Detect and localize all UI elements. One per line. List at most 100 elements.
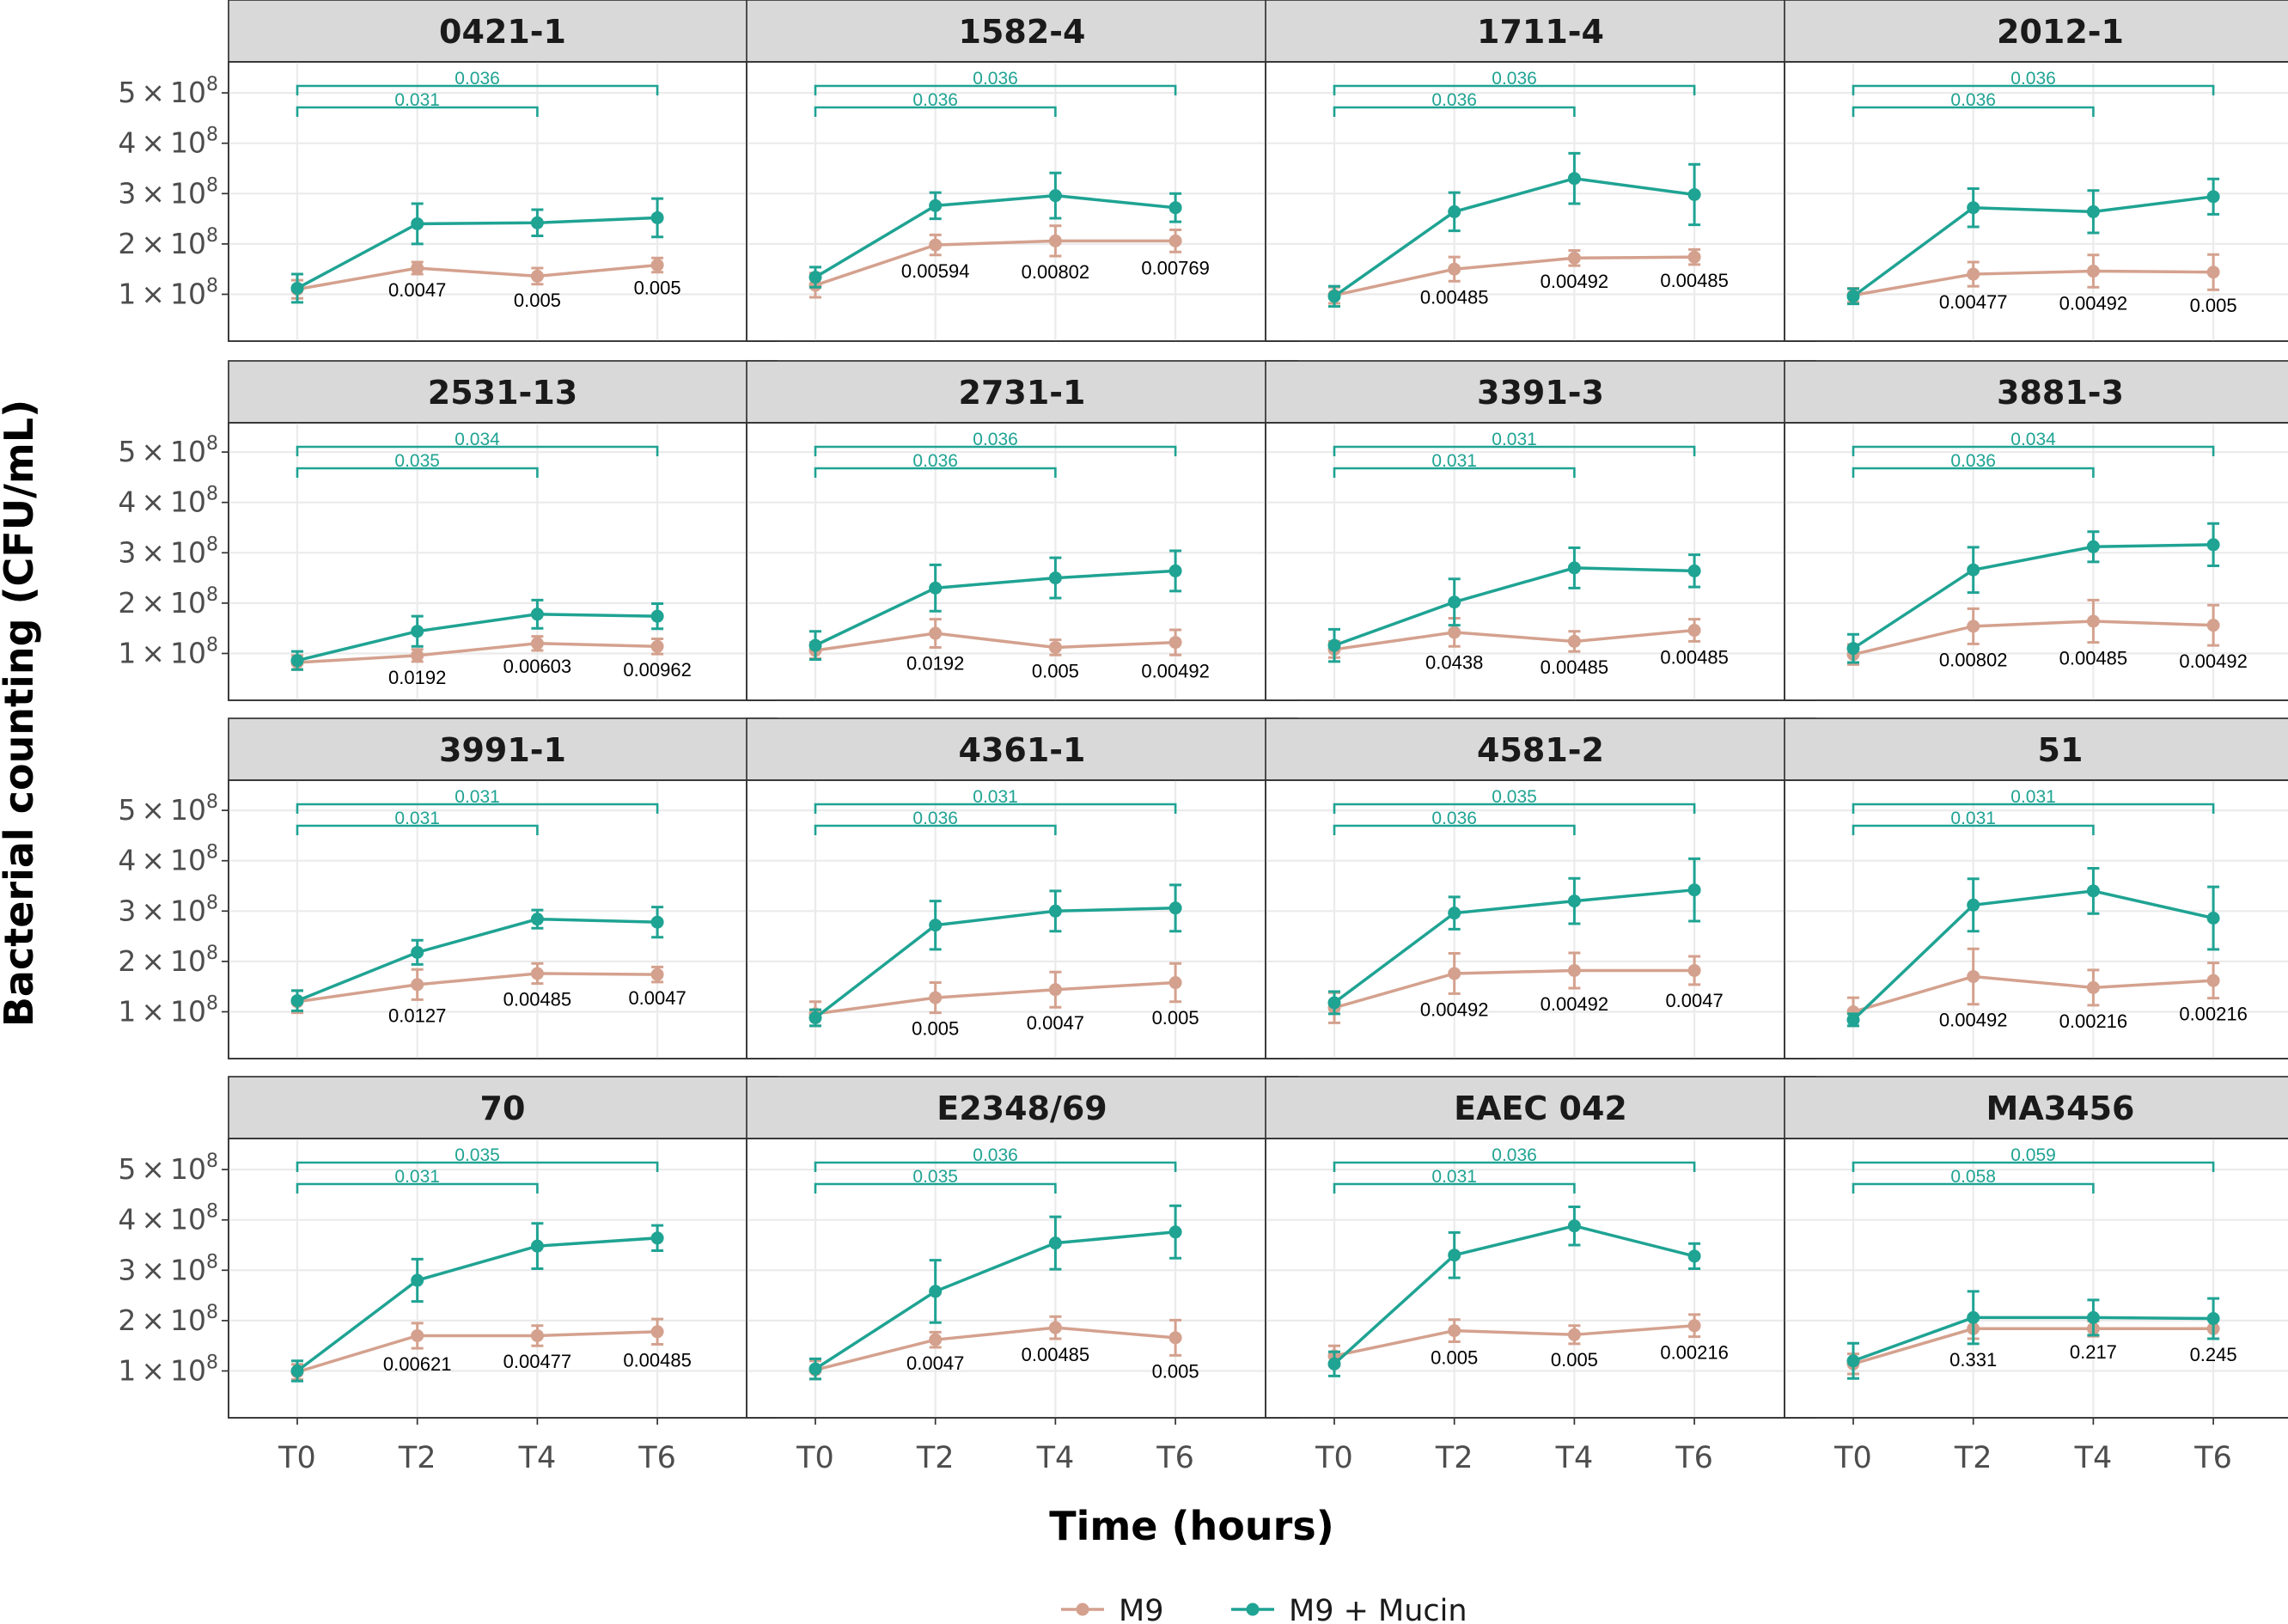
m9-line: [296, 972, 658, 1004]
y-tick-base: 10: [170, 1203, 206, 1236]
facet-title: 2731-1: [959, 374, 1086, 412]
mucin-line: [814, 907, 1176, 1019]
legend-label: M9 + Mucin: [1289, 1594, 1467, 1624]
bracket-pvalue-label: 0.036: [1492, 69, 1537, 89]
m9-point: [1567, 963, 1581, 977]
y-tick-mantissa: 4: [118, 485, 136, 519]
y-tick-base: 10: [170, 1253, 206, 1286]
timepoint-pvalue: 0.005: [2190, 295, 2237, 316]
mucin-point: [650, 1231, 664, 1245]
mucin-point: [1567, 1219, 1581, 1233]
y-tick-mantissa: 5: [118, 435, 136, 468]
m9-point: [1967, 267, 1980, 281]
m9-point: [530, 637, 544, 650]
m9-line: [1852, 1327, 2214, 1365]
facet-panel: 2731-1 0.036 0.036 0.0192 0.005 0.00492: [746, 360, 1298, 701]
timepoint-pvalue: 0.00216: [2179, 1004, 2248, 1025]
m9-point: [2206, 974, 2220, 987]
y-tick-label: 4 × 108: [118, 125, 218, 160]
timepoint-pvalue: 0.00477: [1939, 291, 2008, 313]
mucin-point: [411, 625, 424, 638]
facet-panel: E2348/69 T0 T2 T4 T6 0.036 0.035 0.0047 0.00485 0…: [746, 1076, 1298, 1475]
m9-point: [411, 978, 424, 992]
significance-bracket: [296, 1161, 659, 1172]
y-tick-mantissa: 5: [118, 1152, 136, 1186]
mucin-point: [1567, 172, 1581, 186]
m9-line: [296, 642, 658, 664]
x-tick-label: T6: [1675, 1441, 1713, 1475]
timepoint-pvalue: 0.00485: [1660, 270, 1729, 291]
y-tick-label: 3 × 108: [118, 892, 218, 927]
y-tick-mantissa: 3: [118, 894, 136, 927]
bracket-pvalue-label: 0.035: [394, 451, 440, 471]
y-tick-base: 10: [170, 995, 206, 1029]
y-tick-mantissa: 1: [118, 637, 136, 670]
y-tick-label: 1 × 108: [118, 635, 218, 670]
y-tick-base: 10: [170, 894, 206, 927]
plot-panel: [1265, 61, 1816, 342]
m9-line: [296, 263, 658, 291]
y-tick-exponent: 8: [206, 892, 218, 913]
panel-border: [1784, 779, 2288, 1059]
m9-point: [2086, 614, 2100, 628]
m9-point: [1448, 967, 1461, 980]
plot-panel: [1265, 779, 1816, 1059]
bracket-pvalue-label: 0.031: [1492, 430, 1537, 449]
timepoint-pvalue: 0.00216: [2059, 1010, 2128, 1032]
m9-line: [815, 239, 1176, 287]
significance-bracket: [296, 84, 659, 95]
y-tick-base: 10: [170, 126, 206, 160]
bracket-pvalue-label: 0.036: [973, 1145, 1018, 1165]
m9-point: [1567, 1328, 1581, 1341]
y-tick-label: 1 × 108: [118, 1352, 218, 1388]
y-tick-times: ×: [141, 1253, 165, 1286]
x-tick-label: T2: [1954, 1441, 1992, 1475]
bracket-pvalue-label: 0.031: [394, 809, 440, 828]
significance-bracket: [814, 467, 1057, 478]
timepoint-pvalue: 0.00492: [2179, 650, 2248, 672]
mucin-point: [1327, 1357, 1341, 1371]
m9-point: [411, 649, 424, 662]
y-tick-exponent: 8: [206, 993, 218, 1015]
timepoint-pvalue: 0.245: [2190, 1344, 2237, 1365]
significance-bracket: [1852, 1161, 2215, 1172]
m9-point: [411, 1328, 424, 1342]
plot-panel: [746, 61, 1298, 342]
mucin-line: [296, 613, 658, 662]
y-tick-mantissa: 2: [118, 586, 136, 620]
m9-point: [530, 967, 544, 980]
mucin-point: [650, 211, 664, 224]
y-tick-label: 2 × 108: [118, 1302, 218, 1337]
bracket-pvalue-label: 0.031: [973, 787, 1018, 807]
y-tick-times: ×: [141, 278, 165, 311]
mucin-point: [290, 994, 304, 1008]
y-tick-base: 10: [170, 944, 206, 978]
bracket-pvalue-label: 0.031: [394, 90, 440, 110]
mucin-point: [1448, 205, 1461, 218]
significance-bracket: [814, 1182, 1057, 1194]
significance-bracket: [1333, 445, 1696, 456]
panel-border: [1784, 422, 2288, 701]
facet-title: 4361-1: [959, 731, 1086, 769]
facet-title-strip: [746, 1076, 1298, 1139]
facet-panel: MA3456 T0 T2 T4 T6 0.059 0.058 0.331 0.217 0.245: [1784, 1076, 2288, 1475]
facet-title-strip: [1265, 0, 1816, 63]
facet-title-strip: [228, 0, 778, 63]
bracket-pvalue-label: 0.036: [912, 809, 958, 828]
bracket-pvalue-label: 0.035: [912, 1167, 958, 1187]
y-tick-mantissa: 5: [118, 793, 136, 827]
facet-title: 51: [2038, 731, 2084, 769]
m9-point: [650, 968, 664, 981]
timepoint-pvalue: 0.00485: [503, 989, 572, 1010]
mucin-point: [1567, 561, 1581, 575]
mucin-point: [1448, 595, 1461, 609]
y-tick-times: ×: [141, 844, 165, 877]
y-tick-mantissa: 3: [118, 176, 136, 210]
significance-bracket: [1333, 803, 1696, 814]
legend-key-point: [1076, 1603, 1089, 1616]
facet-title: 2012-1: [1997, 13, 2124, 51]
m9-line: [1333, 628, 1695, 651]
timepoint-pvalue: 0.331: [1949, 1349, 1997, 1371]
facet-title: 3391-3: [1477, 374, 1604, 412]
